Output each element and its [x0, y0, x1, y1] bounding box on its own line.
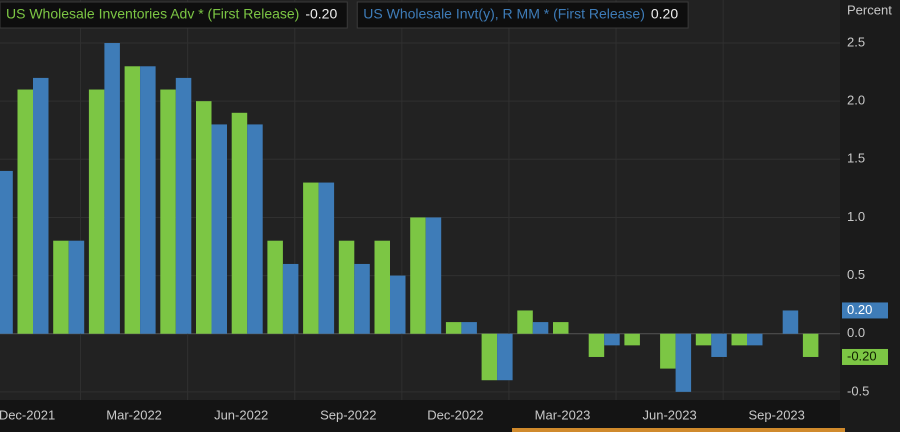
bar	[53, 240, 69, 334]
bar	[731, 333, 747, 346]
bar	[624, 333, 640, 346]
legend-value: 0.20	[651, 6, 678, 22]
bar	[588, 333, 605, 357]
bar	[604, 333, 620, 346]
bar	[782, 310, 799, 334]
bar	[747, 333, 763, 346]
legend-name: US Wholesale Inventories Adv * (First Re…	[6, 6, 299, 22]
bar	[497, 333, 513, 381]
value-tag	[842, 348, 888, 365]
bar	[660, 333, 676, 369]
x-tick-label: Sep-2022	[320, 407, 376, 422]
legend-item: US Wholesale Invt(y), R MM * (First Rele…	[356, 1, 689, 29]
y-tick-label: 2.0	[847, 93, 865, 108]
bar	[481, 333, 498, 381]
value-tag-label: 0.20	[847, 302, 872, 317]
x-tick-label: Mar-2022	[106, 407, 162, 422]
legend-value: -0.20	[305, 6, 337, 22]
bar	[0, 170, 13, 334]
legend-box	[356, 1, 689, 29]
legend-item: US Wholesale Inventories Adv * (First Re…	[0, 1, 348, 29]
y-axis-label: Percent	[847, 2, 892, 17]
bar	[124, 66, 141, 334]
bar	[282, 263, 299, 334]
value-tag	[842, 302, 888, 319]
bar	[160, 89, 176, 334]
scrollbar	[512, 428, 845, 432]
bar	[247, 124, 263, 334]
x-axis-strip	[0, 400, 840, 432]
y-tick-label: 0.5	[847, 267, 865, 282]
bar	[445, 322, 462, 334]
bar	[461, 322, 477, 334]
bar	[303, 182, 319, 334]
bar	[711, 333, 727, 357]
bar	[338, 240, 355, 334]
bar	[88, 89, 105, 334]
bar	[211, 124, 227, 334]
bar	[140, 66, 156, 334]
bar	[354, 263, 370, 334]
y-tick-label: 0.0	[847, 325, 865, 340]
bar	[517, 310, 533, 334]
bar	[410, 217, 426, 334]
bar	[231, 112, 248, 334]
x-tick-label: Sep-2023	[749, 407, 805, 422]
bar	[390, 275, 406, 334]
legend-box	[0, 1, 348, 29]
value-tag-label: -0.20	[847, 348, 877, 363]
x-tick-label: Jun-2023	[642, 407, 696, 422]
bar	[267, 240, 283, 334]
bar	[33, 77, 49, 334]
x-tick-label: Jun-2022	[214, 407, 268, 422]
bar	[374, 240, 390, 334]
x-tick-label: Dec-2022	[427, 407, 483, 422]
bar	[802, 333, 819, 357]
legend-name: US Wholesale Invt(y), R MM * (First Rele…	[363, 6, 645, 22]
labels: -0.5 0.0 0.5 1.0 1.5 2.0 2.5 Dec-2021 Mar-2022 Ju…	[0, 34, 888, 422]
y-tick-label: 1.0	[847, 209, 865, 224]
bar	[68, 240, 85, 334]
bar	[553, 322, 569, 334]
bar	[695, 333, 712, 346]
bar	[196, 101, 212, 334]
bar	[532, 322, 549, 334]
bar	[104, 43, 120, 334]
bar	[425, 217, 442, 334]
y-tick-label: 1.5	[847, 151, 865, 166]
bar	[175, 77, 192, 334]
y-tick-label: 2.5	[847, 34, 865, 49]
bar	[318, 182, 335, 334]
x-tick-label: Dec-2021	[0, 407, 55, 422]
bars	[0, 43, 819, 392]
bar	[17, 89, 33, 334]
x-tick-label: Mar-2023	[535, 407, 591, 422]
y-tick-label: -0.5	[847, 383, 869, 398]
bar	[675, 333, 692, 392]
